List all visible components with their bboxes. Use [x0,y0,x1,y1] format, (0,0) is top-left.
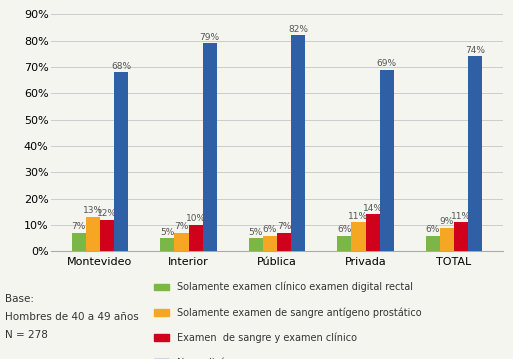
Text: Hombres de 40 a 49 años: Hombres de 40 a 49 años [5,312,139,322]
Bar [188,225,203,251]
Bar [72,233,86,251]
Bar [337,236,351,251]
Bar [468,56,482,251]
Text: 10%: 10% [186,214,206,223]
Bar [454,222,468,251]
Bar [351,222,366,251]
Bar [440,228,454,251]
Bar [114,72,128,251]
Text: 6%: 6% [337,225,351,234]
Bar [380,70,394,251]
Text: 13%: 13% [83,206,103,215]
Text: 9%: 9% [440,217,454,226]
Text: No realizó: No realizó [177,358,226,359]
Text: N = 278: N = 278 [5,330,48,340]
Text: 7%: 7% [71,222,86,231]
Text: 11%: 11% [451,212,471,221]
Text: 5%: 5% [249,228,263,237]
Text: 7%: 7% [174,222,189,231]
Bar [160,238,174,251]
Text: 11%: 11% [348,212,368,221]
Text: 68%: 68% [111,62,131,71]
Text: Base:: Base: [5,294,34,304]
Bar [263,236,277,251]
Bar [291,36,305,251]
Text: 12%: 12% [97,209,117,218]
Text: Solamente examen clínico examen digital rectal: Solamente examen clínico examen digital … [177,282,413,293]
Text: 7%: 7% [277,222,291,231]
Text: 82%: 82% [288,25,308,34]
Text: 6%: 6% [263,225,277,234]
Bar [100,220,114,251]
Text: Examen  de sangre y examen clínico: Examen de sangre y examen clínico [177,332,357,343]
Text: 79%: 79% [200,33,220,42]
Text: 6%: 6% [426,225,440,234]
Bar [426,236,440,251]
Bar [366,214,380,251]
Bar [249,238,263,251]
Bar [277,233,291,251]
Text: 74%: 74% [465,46,485,55]
Bar [86,217,100,251]
Bar [174,233,188,251]
Bar [203,43,217,251]
Text: Solamente examen de sangre antígeno prostático: Solamente examen de sangre antígeno pros… [177,307,422,318]
Text: 14%: 14% [363,204,383,213]
Text: 69%: 69% [377,59,397,68]
Text: 5%: 5% [160,228,174,237]
